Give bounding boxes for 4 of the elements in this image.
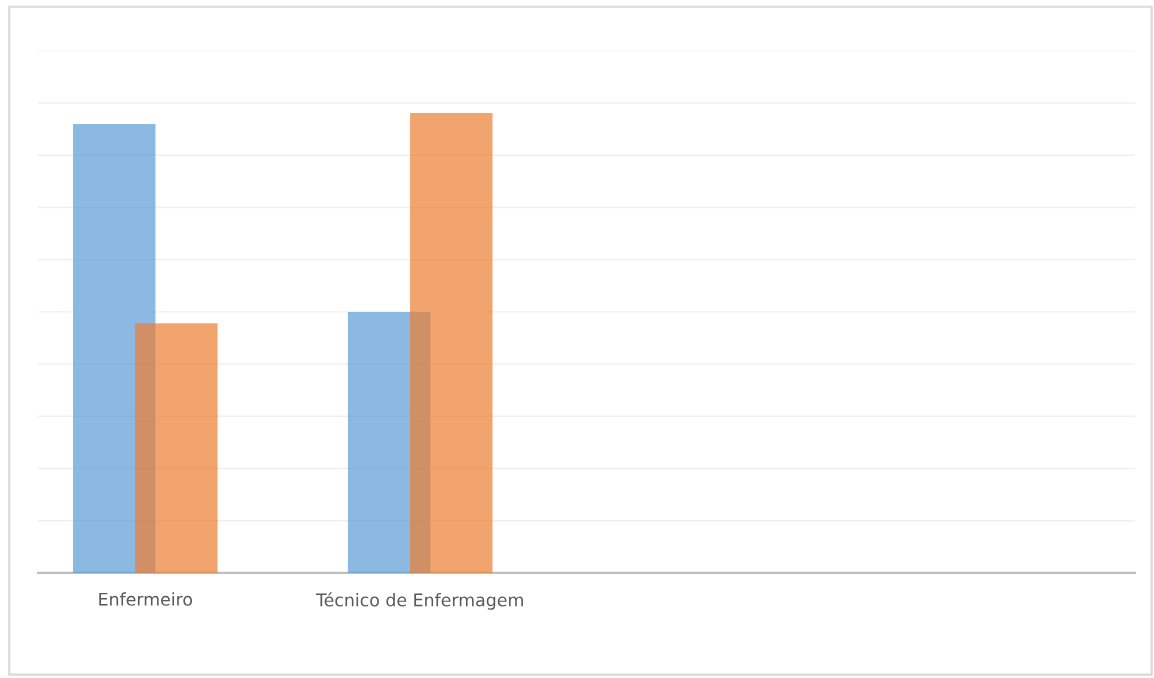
x-tick-label: Enfermeiro: [99, 592, 193, 606]
x-tick-label: Técnico de Enfermagem: [315, 592, 523, 610]
bar: [135, 323, 218, 573]
bar: [410, 112, 493, 573]
